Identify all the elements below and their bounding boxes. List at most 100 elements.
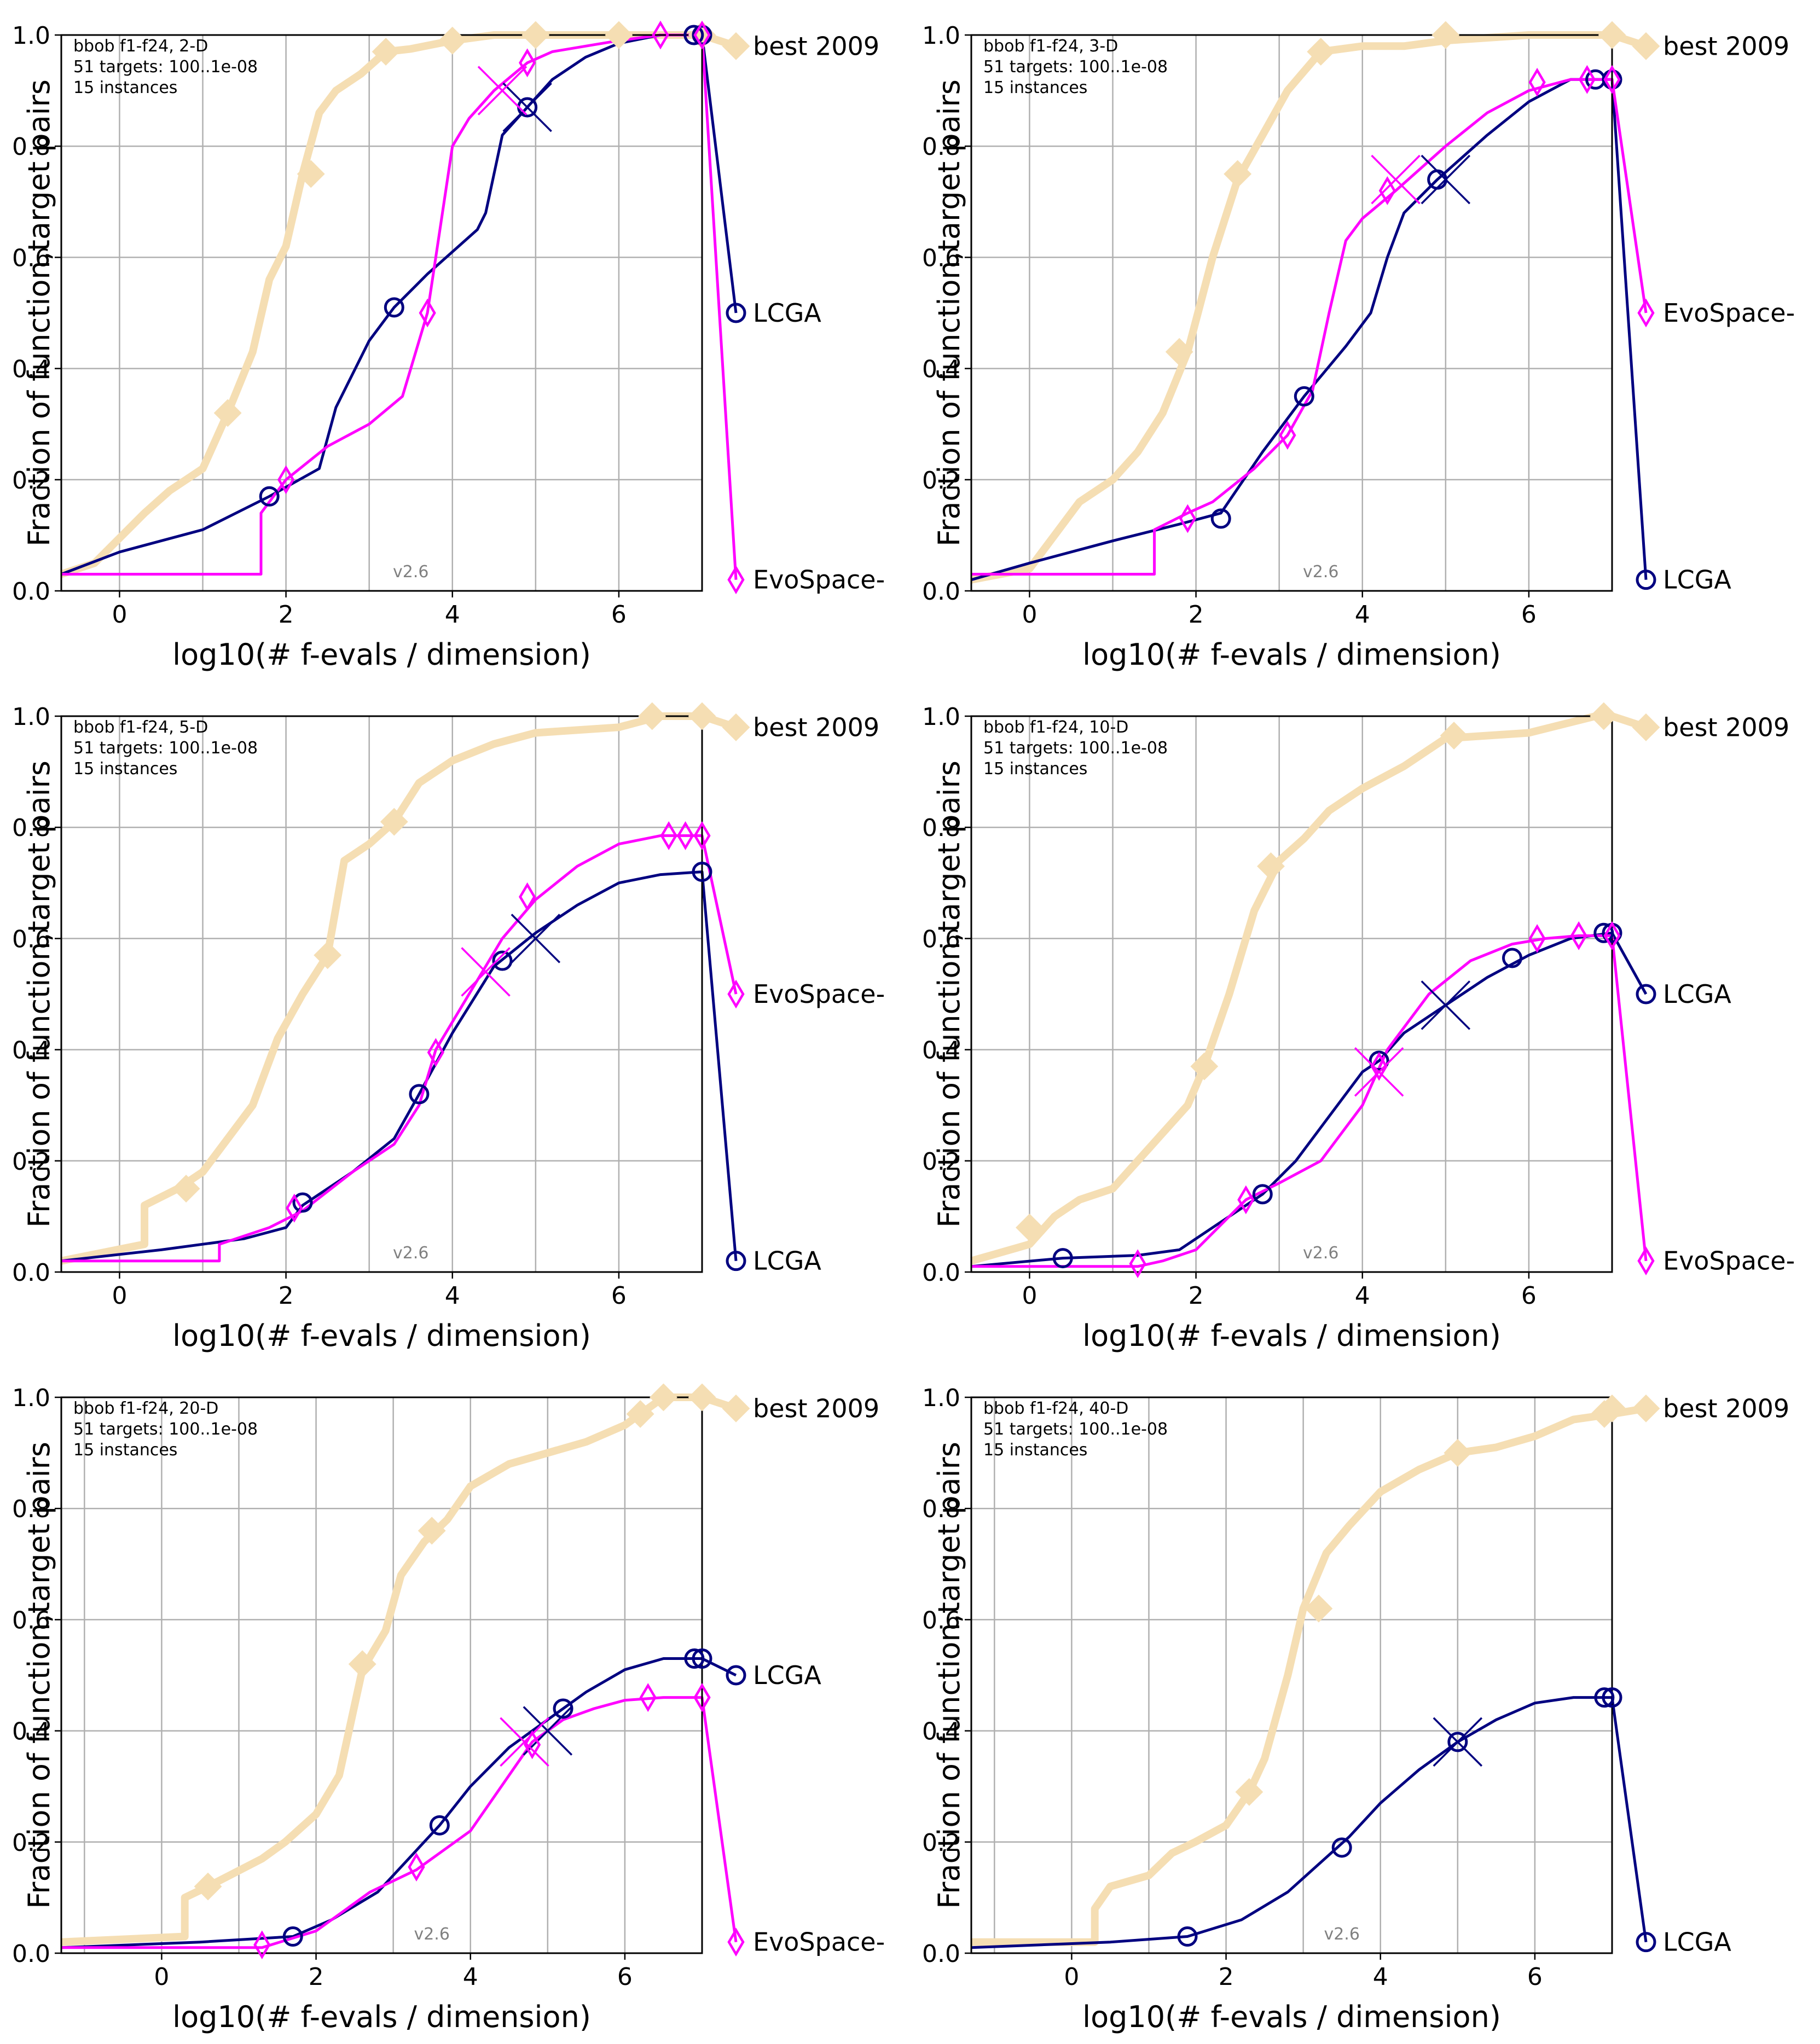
y-tick-label: 0.6 [12, 1606, 50, 1634]
series-line-evospace [61, 1696, 738, 1949]
legend-marker [722, 32, 750, 60]
legend-marker [727, 979, 745, 1009]
data-marker [213, 399, 242, 427]
series-markers-evospace [1129, 921, 1655, 1279]
x-axis-label: log10(# f-evals / dimension) [1082, 637, 1501, 672]
data-marker [282, 1926, 303, 1947]
data-marker [553, 1698, 573, 1719]
series-markers-lcga [292, 861, 746, 1271]
ecdf-panel-10d: best 2009 LCGA EvoSpace- 0 2 4 6 0.0 0.2 0.4 0.6 0.… [910, 681, 1820, 1362]
plot-frame [970, 34, 1613, 592]
ecdf-panel-20d: best 2009 LCGA EvoSpace- 0 2 4 6 0.0 0.2 0.4 0.6 0.… [0, 1362, 910, 2043]
series-markers-evospace [253, 1683, 745, 1960]
info-text-line: bbob f1-f24, 2-D [73, 37, 208, 56]
data-marker [419, 298, 436, 328]
legend-label: EvoSpace- [1663, 298, 1795, 328]
legend-label: LCGA [1663, 565, 1731, 595]
series-markers-best-2009 [1016, 702, 1660, 1242]
legend-label: LCGA [1663, 979, 1731, 1009]
y-tick-label: 1.0 [12, 703, 50, 731]
data-marker [1528, 924, 1546, 953]
data-marker [638, 702, 666, 730]
info-text-line: 51 targets: 100..1e-08 [983, 739, 1168, 758]
y-axis-label: Fraction of function,target pairs [932, 79, 966, 547]
x-axis-label: log10(# f-evals / dimension) [172, 637, 591, 672]
series-markers-best-2009 [172, 702, 750, 1203]
data-marker [297, 160, 325, 188]
series-markers-lcga [259, 25, 746, 507]
legend-marker [722, 713, 750, 741]
plot-frame [60, 34, 703, 592]
legend-marker [1632, 1394, 1660, 1422]
y-tick-label: 0.0 [12, 1259, 50, 1287]
data-marker [521, 21, 550, 49]
y-tick-label: 0.8 [922, 133, 960, 161]
y-tick-label: 0.8 [922, 1495, 960, 1523]
x-tick-label: 0 [1064, 1963, 1079, 1991]
grid [61, 35, 703, 591]
y-tick-label: 0.4 [922, 356, 960, 384]
x-tick-label: 6 [1521, 1282, 1537, 1310]
budget-cross-marker [502, 82, 552, 132]
data-marker [1431, 21, 1460, 49]
data-marker [1593, 922, 1614, 943]
ecdf-svg: best 2009 LCGA 0 2 4 6 0.0 0.2 0.4 0.6 0.8 1.0 log10… [922, 1384, 1789, 2034]
data-marker [676, 821, 694, 850]
y-axis-label: Fraction of function,target pairs [932, 1442, 966, 1909]
version-label: v2.6 [1324, 1925, 1359, 1944]
series-line-best-2009 [971, 1404, 1647, 1946]
y-tick-label: 0.2 [922, 1829, 960, 1857]
version-label: v2.6 [414, 1925, 449, 1944]
data-marker [652, 20, 669, 50]
series-line-lcga [61, 870, 738, 1263]
y-tick-label: 0.4 [12, 356, 50, 384]
budget-cross-marker [1421, 154, 1471, 205]
data-marker [292, 1192, 313, 1213]
x-tick-label: 0 [112, 601, 127, 629]
data-marker [688, 702, 716, 730]
series-line-lcga [971, 931, 1648, 1268]
series-line-lcga [971, 78, 1648, 582]
data-marker [693, 1683, 711, 1712]
legend-label: best 2009 [1663, 712, 1789, 742]
legend-label: EvoSpace- [753, 1927, 885, 1957]
data-marker [1052, 1248, 1073, 1269]
data-marker [1177, 1926, 1198, 1947]
data-marker [492, 950, 513, 971]
data-marker [1165, 338, 1193, 366]
version-label: v2.6 [1303, 1244, 1338, 1263]
data-marker [1305, 1594, 1333, 1623]
info-text-line: 51 targets: 100..1e-08 [73, 739, 258, 758]
x-tick-label: 2 [1189, 601, 1204, 629]
legend-marker [727, 1927, 745, 1957]
series-markers-lcga [1177, 1687, 1656, 1953]
ecdf-panel-2d: best 2009 LCGA EvoSpace- 0 2 4 6 0.0 0.2 0.4 0.6 0.… [0, 0, 910, 681]
data-marker [519, 882, 536, 911]
x-tick-label: 0 [154, 1963, 169, 1991]
data-marker [524, 1730, 541, 1760]
data-marker [1016, 1213, 1044, 1242]
data-marker [1179, 504, 1197, 533]
info-text-line: 15 instances [983, 1441, 1087, 1460]
data-marker [372, 38, 400, 66]
data-marker [1570, 921, 1587, 950]
info-text-line: bbob f1-f24, 5-D [73, 718, 208, 737]
x-axis-label: log10(# f-evals / dimension) [1082, 2000, 1501, 2034]
version-label: v2.6 [393, 562, 428, 582]
info-text-line: bbob f1-f24, 40-D [983, 1399, 1128, 1418]
data-marker [1594, 1687, 1615, 1708]
legend-label: best 2009 [753, 1393, 879, 1423]
series-markers-evospace [277, 20, 745, 595]
legend-label: LCGA [753, 1246, 821, 1276]
y-tick-label: 0.6 [922, 244, 960, 272]
series-markers-best-2009 [194, 1383, 750, 1901]
data-marker [380, 808, 408, 836]
legend-marker [726, 1665, 746, 1686]
y-tick-label: 0.2 [12, 1829, 50, 1857]
data-marker [429, 1815, 450, 1836]
legend-label: EvoSpace- [753, 979, 885, 1009]
y-tick-label: 0.4 [922, 1718, 960, 1746]
y-tick-label: 0.0 [12, 1940, 50, 1968]
series-markers-evospace [286, 821, 745, 1223]
info-text-line: 15 instances [983, 78, 1087, 97]
